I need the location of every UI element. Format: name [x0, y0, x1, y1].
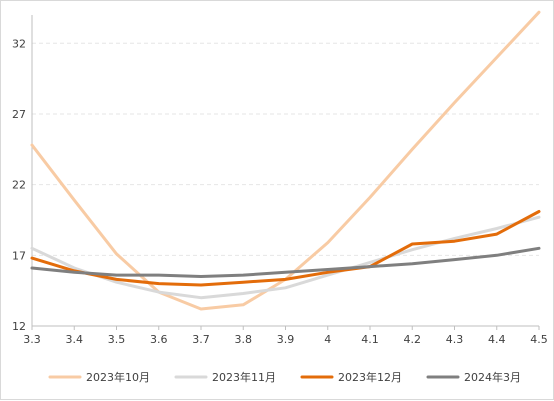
x-tick-label: 3.4	[66, 333, 84, 346]
x-tick-label: 3.6	[150, 333, 168, 346]
x-tick-label: 4.5	[530, 333, 548, 346]
y-tick-label: 12	[12, 320, 26, 333]
x-tick-label: 4.2	[404, 333, 422, 346]
series-line-2	[30, 215, 541, 300]
series-line-1	[30, 10, 541, 311]
axes	[31, 15, 540, 330]
legend: 2023年10月 2023年11月 2023年12月 2024年3月	[48, 370, 521, 384]
legend-label: 2024年3月	[464, 370, 521, 384]
y-tick-label: 22	[12, 179, 26, 192]
x-tick-label: 4.3	[446, 333, 464, 346]
y-tick-labels: 12 17 22 27 32	[12, 37, 26, 333]
x-tick-label: 3.5	[108, 333, 126, 346]
x-tick-label: 3.7	[192, 333, 210, 346]
series-line-3	[30, 210, 541, 287]
y-tick-label: 27	[12, 108, 26, 121]
x-tick-label: 3.8	[235, 333, 253, 346]
legend-label: 2023年12月	[338, 370, 402, 384]
x-tick-label: 3.9	[277, 333, 295, 346]
x-tick-label: 4.4	[488, 333, 506, 346]
x-tick-labels: 3.3 3.4 3.5 3.6 3.7 3.8 3.9 4 4.1 4.2 4.3 4.4 4.5	[23, 333, 548, 346]
x-tick-label: 3.3	[23, 333, 41, 346]
legend-label: 2023年10月	[86, 370, 150, 384]
legend-label: 2023年11月	[212, 370, 276, 384]
series-line-4	[30, 246, 541, 278]
x-tick-label: 4	[324, 333, 331, 346]
y-tick-label: 32	[12, 37, 26, 50]
x-tick-label: 4.1	[361, 333, 379, 346]
y-tick-label: 17	[12, 249, 26, 262]
series-lines	[30, 10, 541, 311]
gridlines	[32, 42, 539, 256]
